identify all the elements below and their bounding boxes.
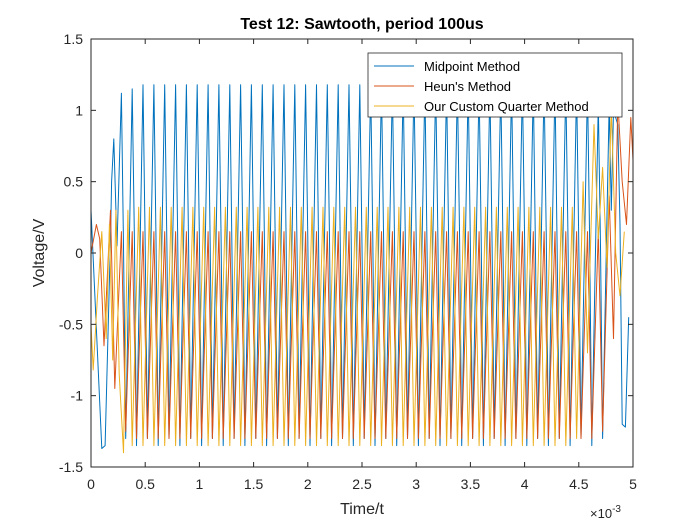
y-tick-label: 1 <box>75 102 83 118</box>
series-line-our-custom-quarter-method <box>90 107 625 454</box>
legend-label-heun: Heun's Method <box>424 79 511 94</box>
y-tick-label: 1.5 <box>64 31 84 47</box>
legend-label-quarter: Our Custom Quarter Method <box>424 99 589 114</box>
x-tick-label: 1 <box>196 476 204 492</box>
x-axis-title: Time/t <box>340 501 384 518</box>
x-tick-label: 3 <box>412 476 420 492</box>
x-exponent-power: -3 <box>612 504 621 515</box>
legend-label-midpoint: Midpoint Method <box>424 59 520 74</box>
chart-title: Test 12: Sawtooth, period 100us <box>240 16 483 33</box>
y-tick-label: 0.5 <box>64 174 84 190</box>
y-tick-label: -0.5 <box>59 316 83 332</box>
y-axis-title: Voltage/V <box>31 218 48 287</box>
y-tick-label: -1.5 <box>59 459 83 475</box>
x-tick-label: 3.5 <box>461 476 481 492</box>
legend: Midpoint Method Heun's Method Our Custom… <box>367 52 623 118</box>
x-tick-label: 0 <box>87 476 95 492</box>
x-tick-label: 2 <box>304 476 312 492</box>
series-line-heun-s-method <box>90 99 634 439</box>
x-tick-label: 2.5 <box>352 476 372 492</box>
tick-layer: 0 0.5 1 1.5 2 2.5 3 3.5 4 4.5 5 -1.5 -1 -0.5 0 0.5 1 1.5 <box>59 31 637 492</box>
x-tick-label: 0.5 <box>135 476 155 492</box>
x-tick-label: 4 <box>521 476 529 492</box>
x-tick-label: 4.5 <box>569 476 589 492</box>
y-tick-label: -1 <box>71 388 84 404</box>
y-tick-label: 0 <box>75 245 83 261</box>
x-exponent-prefix: ×10 <box>590 506 612 521</box>
x-exponent-label: ×10-3 <box>590 504 621 521</box>
x-tick-label: 1.5 <box>244 476 264 492</box>
x-tick-label: 5 <box>629 476 637 492</box>
